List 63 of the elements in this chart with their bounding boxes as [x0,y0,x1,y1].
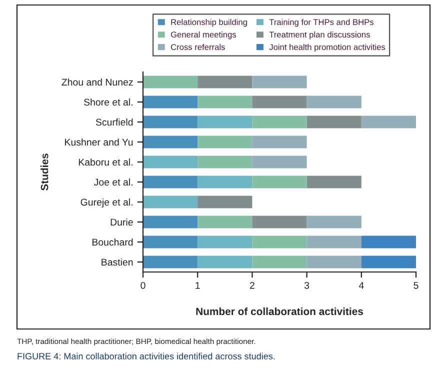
bar [252,216,307,228]
bar [306,116,362,128]
y-tick-label: Durie [110,218,133,226]
bar [252,136,307,148]
x-tick-label: 2 [250,282,254,289]
bar [198,176,252,188]
bar [252,76,307,88]
bar [198,196,252,208]
y-tick-label: Bastien [102,258,133,266]
bar [252,96,307,108]
y-tick-label: Bouchard [92,238,133,246]
bar [198,96,252,108]
x-axis-title: Number of collaboration activities [196,307,364,316]
bar [143,136,198,148]
legend-label: Training for THPs and BHPs [269,18,374,27]
bar [198,76,252,88]
bar [198,216,252,228]
bar [143,196,198,208]
bar [143,96,198,108]
bar [252,176,307,188]
legend-label: Treatment plan discussions [269,31,370,40]
bar [361,116,416,128]
legend-label: Relationship building [171,18,247,27]
y-tick-label: Scurfield [96,118,133,126]
bar [143,256,198,268]
legend-label: Joint health promotion activities [269,44,386,52]
bar [306,176,362,188]
bar [306,216,362,228]
bar [198,156,252,168]
caption: FIGURE 4: Main collaboration activities identified across studies. [18,352,275,360]
x-tick-label: 4 [358,282,364,289]
y-tick-label: Gureje et al. [80,198,132,208]
bar [252,156,307,168]
bar [143,216,198,228]
y-tick-label: Kaboru et al. [78,158,132,166]
bar [198,256,252,268]
bar [198,116,252,128]
bar [361,256,416,268]
bar [361,236,416,248]
bar [198,136,252,148]
y-tick-label: Zhou and Nunez [62,78,133,86]
x-tick-label: 5 [414,282,418,289]
x-tick-label: 3 [304,282,310,289]
x-tick-label: 1 [196,282,200,289]
bar [252,236,307,248]
y-tick-label: Kushner and Yu [65,138,133,146]
bar [143,156,198,168]
y-tick-label: Shore et al. [84,98,132,106]
bar [306,96,362,108]
y-tick-label: Joe et al. [94,178,132,186]
legend-label: Cross referrals [170,44,225,50]
bar [143,176,198,188]
bar [306,256,362,268]
bar [252,116,307,128]
bar [143,116,198,128]
bar [143,76,198,88]
bar [306,236,362,248]
bar [198,236,252,248]
bar [252,256,307,268]
legend-label: General meetings [170,31,236,40]
y-axis-title: Studies [40,154,48,191]
x-tick-label: 0 [140,282,146,289]
bar [143,236,198,248]
